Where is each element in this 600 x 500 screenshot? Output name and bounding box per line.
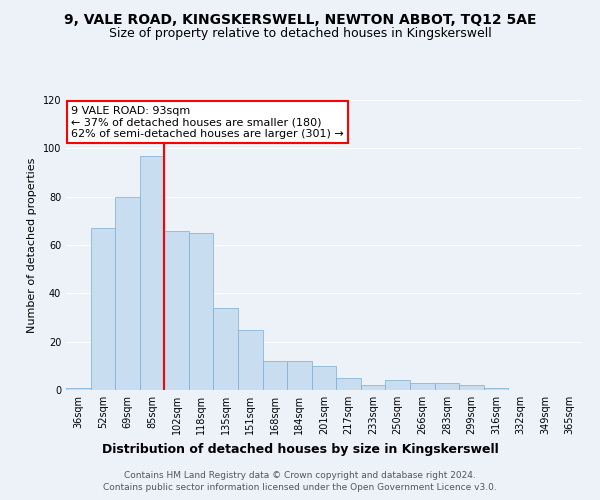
Bar <box>164 230 189 390</box>
Bar <box>263 361 287 390</box>
Bar <box>91 228 115 390</box>
Bar <box>484 388 508 390</box>
Text: Contains HM Land Registry data © Crown copyright and database right 2024.: Contains HM Land Registry data © Crown c… <box>124 471 476 480</box>
Bar <box>312 366 336 390</box>
Bar <box>140 156 164 390</box>
Text: Contains public sector information licensed under the Open Government Licence v3: Contains public sector information licen… <box>103 484 497 492</box>
Text: Distribution of detached houses by size in Kingskerswell: Distribution of detached houses by size … <box>101 442 499 456</box>
Bar <box>214 308 238 390</box>
Y-axis label: Number of detached properties: Number of detached properties <box>27 158 37 332</box>
Bar <box>336 378 361 390</box>
Bar <box>66 388 91 390</box>
Bar <box>361 385 385 390</box>
Bar <box>238 330 263 390</box>
Bar <box>189 233 214 390</box>
Text: 9 VALE ROAD: 93sqm
← 37% of detached houses are smaller (180)
62% of semi-detach: 9 VALE ROAD: 93sqm ← 37% of detached hou… <box>71 106 344 139</box>
Bar <box>115 196 140 390</box>
Bar <box>385 380 410 390</box>
Text: 9, VALE ROAD, KINGSKERSWELL, NEWTON ABBOT, TQ12 5AE: 9, VALE ROAD, KINGSKERSWELL, NEWTON ABBO… <box>64 12 536 26</box>
Bar <box>410 383 434 390</box>
Bar <box>434 383 459 390</box>
Text: Size of property relative to detached houses in Kingskerswell: Size of property relative to detached ho… <box>109 28 491 40</box>
Bar <box>287 361 312 390</box>
Bar <box>459 385 484 390</box>
